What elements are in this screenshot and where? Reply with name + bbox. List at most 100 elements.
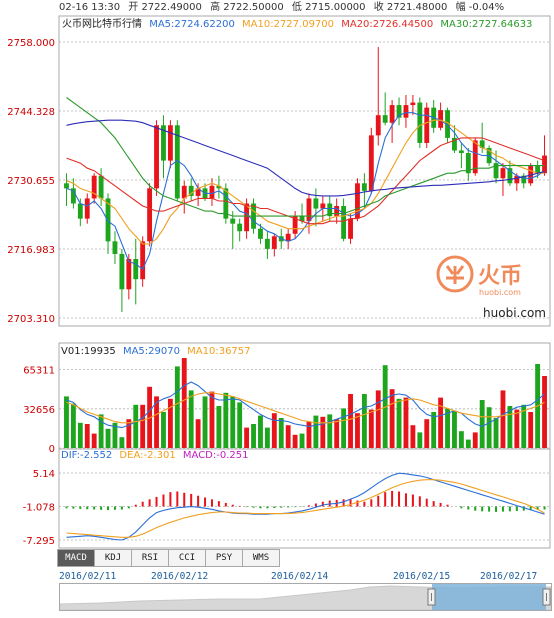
candle-body bbox=[209, 185, 215, 199]
volume-bar bbox=[154, 396, 159, 448]
candle-body bbox=[493, 163, 499, 179]
volume-bar bbox=[493, 418, 499, 448]
candle-body bbox=[375, 115, 381, 136]
watermark-text: huobi.com bbox=[483, 306, 546, 320]
volume-bar bbox=[202, 396, 208, 448]
volume-bar bbox=[70, 403, 76, 448]
indicator-tabs: MACD KDJ RSI CCI PSY WMS bbox=[57, 549, 280, 567]
range-navigator[interactable] bbox=[59, 583, 552, 611]
legend-ma30: MA30:2727.64633 bbox=[440, 19, 532, 30]
volume-bar bbox=[452, 410, 457, 448]
header-low-label: 低 bbox=[292, 0, 302, 13]
series-line-ma30 bbox=[66, 97, 545, 217]
candle-body bbox=[306, 198, 312, 222]
navigator-svg bbox=[60, 584, 551, 610]
series-line-dif bbox=[66, 472, 545, 541]
main-legend-title: 火币网比特币行情 bbox=[62, 17, 142, 30]
candle-body bbox=[216, 185, 222, 189]
volume-legend-vol: V01:19935 bbox=[61, 346, 116, 357]
volume-bar bbox=[458, 431, 464, 448]
candle-body bbox=[368, 135, 374, 191]
candle-body bbox=[465, 153, 471, 174]
volume-bar bbox=[258, 415, 263, 448]
header-close: 2721.48000 bbox=[387, 2, 447, 13]
volume-bar bbox=[84, 424, 90, 448]
candle-body bbox=[119, 253, 125, 290]
candle-body bbox=[147, 188, 153, 242]
candle-body bbox=[341, 206, 347, 239]
volume-bar bbox=[368, 409, 374, 448]
volume-bar bbox=[542, 376, 547, 448]
volume-legend-ma5: MA5:29070 bbox=[123, 346, 180, 357]
tab-psy[interactable]: PSY bbox=[206, 549, 243, 567]
huobi-logo-text: 火币 bbox=[478, 264, 522, 289]
legend-ma20: MA20:2726.44500 bbox=[341, 19, 433, 30]
candle-body bbox=[244, 203, 250, 232]
volume-bar bbox=[445, 408, 450, 448]
series-line-ma20 bbox=[66, 137, 545, 225]
volume-bar bbox=[126, 419, 132, 448]
candle-body bbox=[112, 241, 118, 254]
candle-body bbox=[361, 183, 367, 191]
volume-bar bbox=[91, 433, 97, 448]
candle-body bbox=[258, 228, 263, 239]
volume-bar bbox=[438, 397, 444, 448]
volume-bar bbox=[486, 407, 492, 448]
volume-bar bbox=[133, 404, 139, 448]
macd-legend-macd: MACD:-0.251 bbox=[183, 450, 249, 461]
volume-bar bbox=[403, 397, 409, 448]
series-line-ma5 bbox=[66, 381, 545, 429]
candle-body bbox=[77, 203, 83, 219]
macd-panel: 5.14 -1.078 -7.295 DIF:-2.552 DEA:-2.301 M… bbox=[23, 448, 551, 549]
tab-kdj[interactable]: KDJ bbox=[95, 549, 132, 567]
volume-bar bbox=[507, 406, 513, 448]
candle-body bbox=[167, 125, 173, 161]
volume-bar bbox=[209, 391, 215, 448]
candle-body bbox=[458, 150, 464, 154]
candle-body bbox=[445, 110, 450, 138]
volume-bar bbox=[306, 421, 312, 448]
candle-body bbox=[84, 198, 90, 219]
candle-body bbox=[382, 115, 388, 123]
tab-rsi[interactable]: RSI bbox=[132, 549, 169, 567]
volume-bar bbox=[348, 394, 353, 448]
volume-bar bbox=[264, 427, 270, 448]
candle-body bbox=[348, 218, 353, 239]
candle-body bbox=[133, 259, 139, 280]
volume-bar bbox=[64, 396, 69, 448]
tab-cci[interactable]: CCI bbox=[169, 549, 206, 567]
tab-macd[interactable]: MACD bbox=[57, 549, 95, 567]
y-tick-label: 2758.000 bbox=[7, 38, 55, 49]
candle-body bbox=[285, 233, 291, 242]
candle-body bbox=[417, 102, 423, 143]
volume-bar bbox=[334, 419, 340, 448]
date-label: 2016/02/11 bbox=[59, 571, 117, 582]
tab-wms[interactable]: WMS bbox=[243, 549, 280, 567]
volume-bar bbox=[299, 433, 305, 448]
header-change: -0.04% bbox=[469, 2, 504, 13]
candle-body bbox=[313, 198, 319, 209]
volume-bar bbox=[195, 419, 201, 448]
navigator-selection[interactable] bbox=[432, 584, 546, 610]
candle-body bbox=[521, 175, 527, 184]
candle-body bbox=[500, 168, 506, 179]
price-y-ticks: 2758.000 2744.328 2730.655 2716.983 2703.310 bbox=[7, 38, 55, 325]
header-high-label: 高 bbox=[210, 0, 220, 13]
volume-bar bbox=[77, 422, 83, 448]
volume-bars bbox=[64, 358, 547, 448]
legend-ma5: MA5:2724.62200 bbox=[149, 19, 235, 30]
volume-bar bbox=[320, 416, 326, 448]
header-ohlc: 02-16 13:30 开 2722.49000 高 2722.50000 低 … bbox=[59, 0, 504, 13]
volume-bar bbox=[119, 437, 125, 448]
huobi-logo: 火币 huobi.com bbox=[433, 252, 551, 326]
macd-panel-frame bbox=[58, 448, 551, 549]
huobi-logo-icon: 火币 huobi.com bbox=[436, 255, 522, 297]
candle-body bbox=[140, 241, 146, 280]
candle-body bbox=[452, 137, 457, 151]
y-tick-label: 2744.328 bbox=[7, 107, 55, 118]
volume-bar bbox=[174, 366, 180, 448]
date-label: 2016/02/14 bbox=[271, 571, 329, 582]
series-line-dea bbox=[66, 479, 545, 538]
volume-bar bbox=[167, 398, 173, 448]
